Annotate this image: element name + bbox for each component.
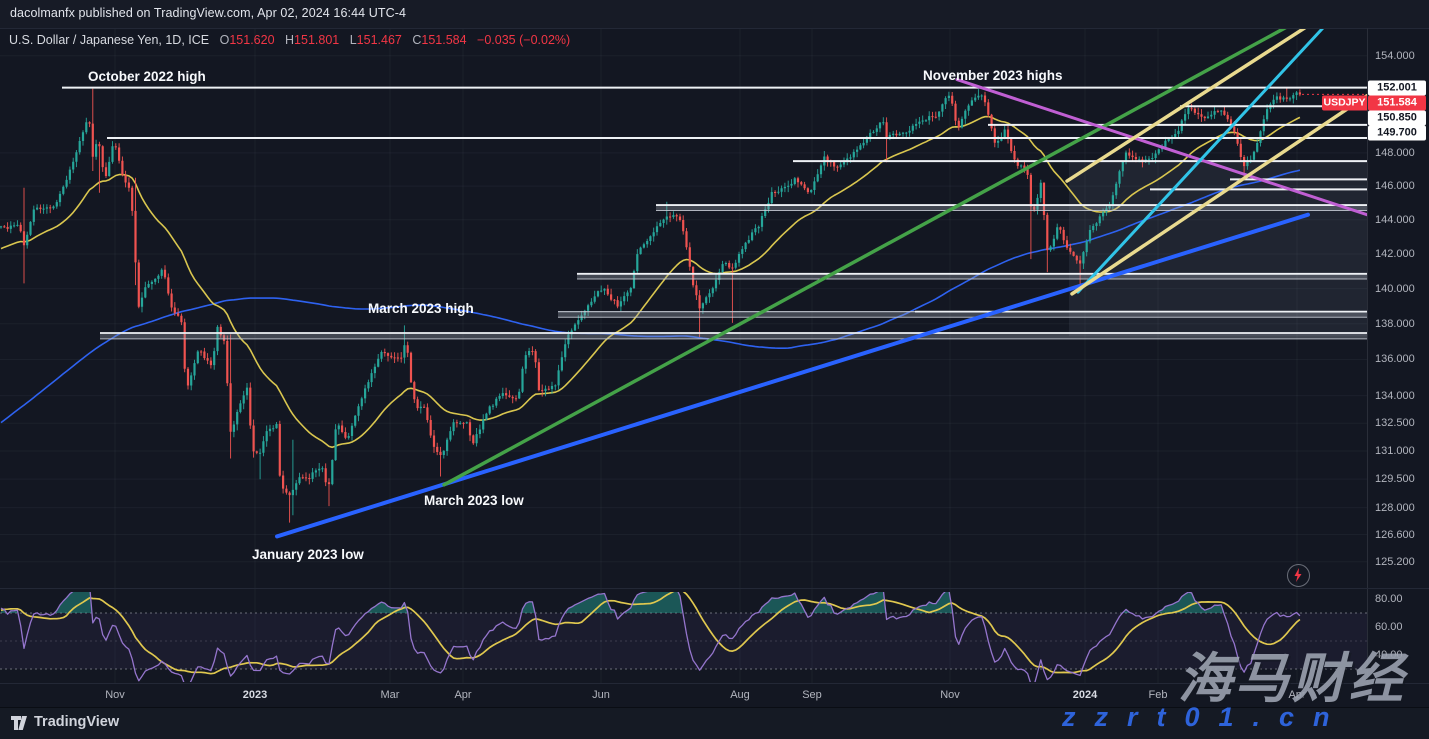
price-tick[interactable]: 131.000 [1375,445,1415,458]
symbol-badge: USDJPY [1322,95,1367,111]
price-tick[interactable]: 126.600 [1375,528,1415,541]
price-line-label: 151.584 [1368,95,1426,111]
pane-separator[interactable] [0,588,1429,589]
price-tick[interactable]: 144.000 [1375,213,1415,226]
time-tick[interactable]: Nov [105,689,125,701]
time-tick[interactable]: Feb [1148,689,1168,701]
price-tick[interactable]: 154.000 [1375,49,1415,62]
high-label: H [285,33,295,47]
price-tick[interactable]: 132.500 [1375,417,1415,430]
price-axis-border [1367,28,1368,683]
high-value: 151.801 [294,33,340,47]
tradingview-brand-text[interactable]: TradingView [34,714,120,730]
time-tick[interactable]: 2024 [1072,689,1098,701]
price-line-label: 152.001 [1368,80,1426,96]
close-value: 151.584 [421,33,467,47]
horizontal-levels [62,86,1367,340]
chart-annotation: October 2022 high [88,69,206,84]
rsi-tick[interactable]: 80.00 [1375,593,1403,605]
time-tick[interactable]: Apr [454,689,472,701]
price-tick[interactable]: 128.000 [1375,501,1415,514]
price-tick[interactable]: 138.000 [1375,317,1415,330]
rsi-tick[interactable]: 40.00 [1375,649,1403,661]
rsi-panel [0,592,1367,682]
price-tick[interactable]: 142.000 [1375,247,1415,260]
moving-averages [0,115,1301,449]
tradingview-logo-icon[interactable] [10,715,32,732]
price-tick[interactable]: 140.000 [1375,282,1415,295]
watermark-cn: 海马财经 [1178,649,1406,709]
price-tick[interactable]: 146.000 [1375,180,1415,193]
highlight-zone [1069,161,1367,337]
time-axis-border [0,683,1429,684]
replay-button[interactable] [1287,564,1310,587]
chart-bottom-border [0,707,1429,708]
change-value: −0.035 (−0.02%) [477,33,571,47]
low-value: 151.467 [356,33,402,47]
time-tick[interactable]: Nov [940,689,960,701]
time-tick[interactable]: Mar [380,689,400,701]
watermark-url: zzrt01.cn [1062,702,1349,732]
low-label: L [349,33,357,47]
close-label: C [412,33,422,47]
price-tick[interactable]: 125.200 [1375,555,1415,568]
footer-bar: TradingView [0,707,1429,739]
price-tick[interactable]: 136.000 [1375,353,1415,366]
price-tick[interactable]: 148.000 [1375,146,1415,159]
symbol-legend[interactable]: U.S. Dollar / Japanese Yen, 1D, ICE O151… [9,33,570,47]
chart-top-border [0,28,1429,29]
chart-annotation: November 2023 highs [923,68,1063,83]
price-tick[interactable]: 129.500 [1375,473,1415,486]
time-tick[interactable]: Jun [592,689,610,701]
price-line-label: 149.700 [1368,125,1426,141]
publish-info-text: dacolmanfx published on TradingView.com,… [10,6,407,20]
time-tick[interactable]: Sep [802,689,822,701]
lightning-icon [1294,568,1302,582]
time-tick[interactable]: Aug [730,689,750,701]
chart-annotation: January 2023 low [252,547,364,562]
chart-annotation: March 2023 low [424,493,524,508]
symbol-title: U.S. Dollar / Japanese Yen, 1D, ICE [9,33,210,47]
open-label: O [219,33,230,47]
time-tick[interactable]: 2023 [242,689,268,701]
trendlines [275,29,1367,539]
price-line-label: 150.850 [1368,110,1426,126]
price-tick[interactable]: 134.000 [1375,389,1415,402]
chart-annotation: March 2023 high [368,301,474,316]
open-value: 151.620 [229,33,275,47]
time-tick[interactable]: Apr [1288,689,1306,701]
rsi-tick[interactable]: 60.00 [1375,621,1403,633]
